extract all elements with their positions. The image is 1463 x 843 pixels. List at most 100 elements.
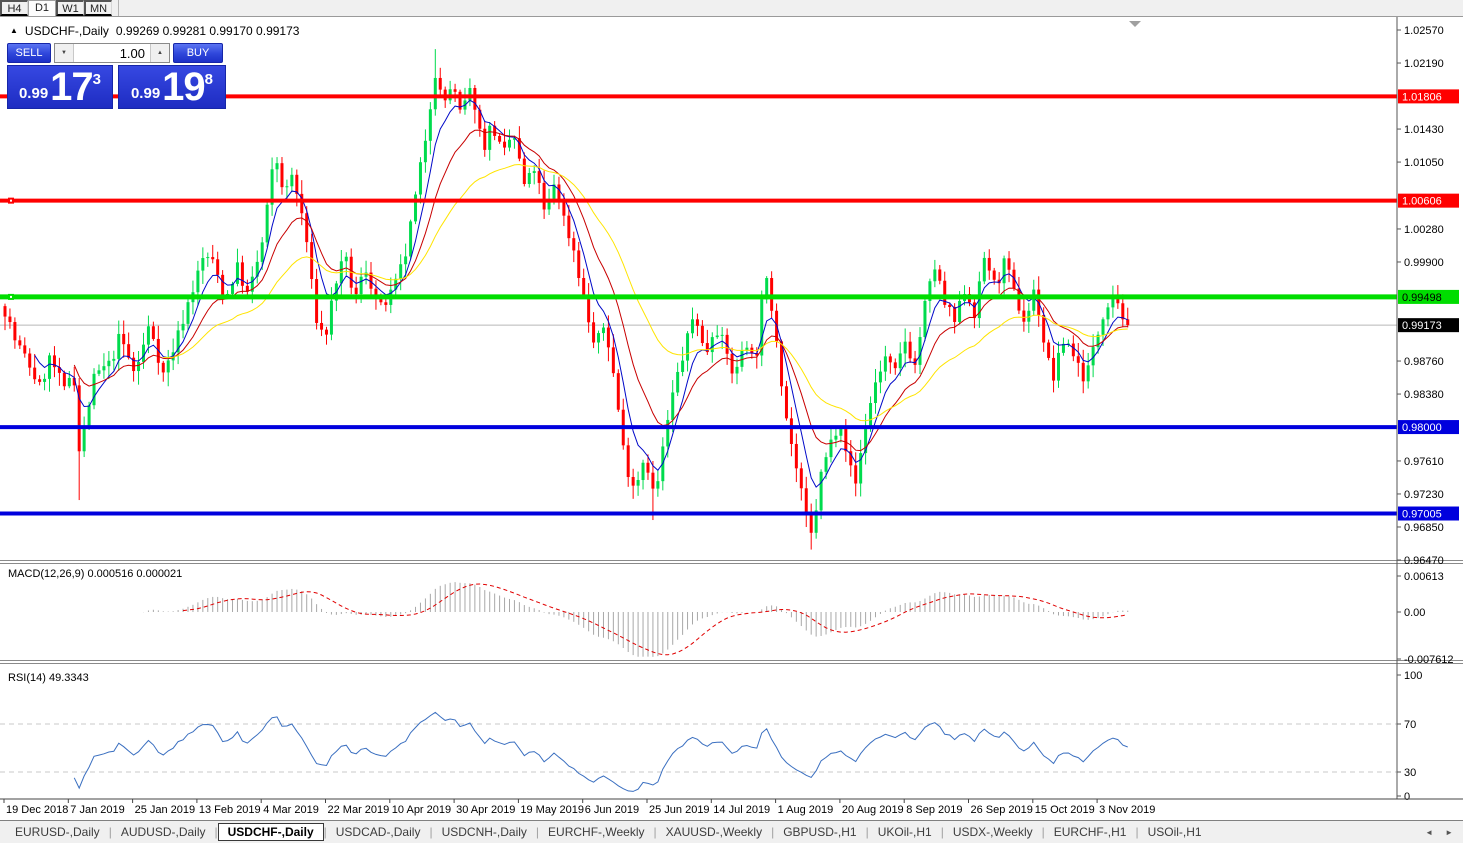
svg-text:0.97610: 0.97610 (1404, 456, 1444, 468)
svg-text:0.98760: 0.98760 (1404, 356, 1444, 368)
svg-text:-0.007612: -0.007612 (1404, 654, 1454, 666)
tab-separator: | (214, 825, 218, 839)
chart-tab-eurchf-h1[interactable]: EURCHF-,H1 (1053, 825, 1127, 839)
svg-text:0.98000: 0.98000 (1402, 422, 1442, 434)
date-axis: 19 Dec 2018 7 Jan 2019 25 Jan 2019 13 Feb 2… (0, 798, 1463, 816)
sell-price-sup: 3 (92, 71, 102, 88)
svg-text:22 Mar 2019: 22 Mar 2019 (328, 804, 390, 816)
pane-separators (0, 560, 1463, 664)
svg-text:RSI(14) 49.3343: RSI(14) 49.3343 (8, 672, 89, 684)
sell-price-big: 17 (50, 65, 93, 109)
timeframe-toolbar: H4 D1 W1 MN (0, 0, 1463, 17)
svg-text:10 Apr 2019: 10 Apr 2019 (392, 804, 451, 816)
svg-text:19 Dec 2018: 19 Dec 2018 (6, 804, 68, 816)
svg-text:6 Jun 2019: 6 Jun 2019 (585, 804, 639, 816)
tab-separator: | (1135, 825, 1139, 839)
svg-text:1.02570: 1.02570 (1404, 25, 1444, 37)
svg-text:0.00: 0.00 (1404, 607, 1425, 619)
tab-separator: | (323, 825, 327, 839)
svg-text:0.96850: 0.96850 (1404, 522, 1444, 534)
chart-tab-eurchf-weekly[interactable]: EURCHF-,Weekly (548, 825, 645, 839)
svg-text:8 Sep 2019: 8 Sep 2019 (906, 804, 962, 816)
svg-text:0.99173: 0.99173 (1402, 320, 1442, 332)
rsi-pane: RSI(14) 49.3343 (0, 672, 1397, 792)
svg-text:0.96470: 0.96470 (1404, 555, 1444, 567)
svg-text:0.98380: 0.98380 (1404, 389, 1444, 401)
chart-title-bar: ▲ USDCHF-,Daily 0.99269 0.99281 0.99170 … (10, 24, 299, 38)
chart-tab-usdx-weekly[interactable]: USDX-,Weekly (952, 825, 1033, 839)
chart-window: MACD(12,26,9) 0.000516 0.000021 RSI(14) 4… (0, 17, 1463, 821)
svg-text:1.02190: 1.02190 (1404, 58, 1444, 70)
svg-text:3 Nov 2019: 3 Nov 2019 (1099, 804, 1155, 816)
buy-price-big: 19 (162, 65, 205, 109)
volume-decrease-button[interactable]: ▼ (55, 44, 74, 62)
svg-text:25 Jun 2019: 25 Jun 2019 (649, 804, 710, 816)
svg-text:7 Jan 2019: 7 Jan 2019 (70, 804, 124, 816)
svg-text:25 Jan 2019: 25 Jan 2019 (135, 804, 196, 816)
tab-separator: | (1041, 825, 1045, 839)
tab-separator: | (940, 825, 944, 839)
svg-text:15 Oct 2019: 15 Oct 2019 (1035, 804, 1095, 816)
buy-price-sup: 8 (204, 71, 214, 88)
price-axis: 1.02570 1.02190 1.01430 1.01050 1.00280 0.999… (1396, 17, 1459, 803)
chart-tab-eurusd-daily[interactable]: EURUSD-,Daily (15, 825, 100, 839)
buy-button[interactable]: BUY (173, 43, 223, 63)
tab-separator: | (771, 825, 775, 839)
timeframe-h4-button[interactable]: H4 (0, 0, 28, 16)
timeframe-d1-button[interactable]: D1 (28, 0, 56, 16)
svg-text:0.99498: 0.99498 (1402, 292, 1442, 304)
timeframe-w1-button[interactable]: W1 (56, 0, 84, 16)
tabs-scroll-controls: ◄ ► (1425, 828, 1453, 837)
chart-tab-usdchf-daily[interactable]: USDCHF-,Daily (217, 823, 324, 841)
chart-symbol-label: USDCHF-,Daily (24, 24, 109, 38)
svg-text:1.01806: 1.01806 (1402, 91, 1442, 103)
svg-text:30: 30 (1404, 767, 1416, 779)
chart-tab-xauusd-weekly[interactable]: XAUUSD-,Weekly (665, 825, 763, 839)
svg-text:0.97005: 0.97005 (1402, 509, 1442, 521)
tab-separator: | (535, 825, 540, 839)
sell-price-display[interactable]: 0.99 17 3 (7, 65, 113, 109)
chart-tabs-bar: EURUSD-,Daily | AUDUSD-,Daily | USDCHF-,Dail… (0, 821, 1463, 843)
chart-tab-usdcnh-daily[interactable]: USDCNH-,Daily (441, 825, 527, 839)
sell-button[interactable]: SELL (7, 43, 51, 63)
svg-text:0.99900: 0.99900 (1404, 257, 1444, 269)
svg-text:0.97230: 0.97230 (1404, 489, 1444, 501)
svg-text:0: 0 (1404, 791, 1410, 803)
chart-tab-gbpusd-h1[interactable]: GBPUSD-,H1 (783, 825, 857, 839)
moving-average-14 (73, 129, 1128, 452)
svg-text:MACD(12,26,9) 0.000516 0.00002: MACD(12,26,9) 0.000516 0.000021 (8, 568, 182, 580)
svg-text:20 Aug 2019: 20 Aug 2019 (842, 804, 904, 816)
buy-price-display[interactable]: 0.99 19 8 (118, 65, 226, 109)
timeframe-mn-button[interactable]: MN (84, 0, 112, 16)
moving-average-32 (163, 163, 1128, 422)
svg-text:1.01050: 1.01050 (1404, 157, 1444, 169)
svg-text:30 Apr 2019: 30 Apr 2019 (456, 804, 515, 816)
volume-input[interactable] (74, 44, 150, 62)
chart-tab-usoil-h1[interactable]: USOil-,H1 (1147, 825, 1202, 839)
tab-separator: | (653, 825, 657, 839)
svg-text:13 Feb 2019: 13 Feb 2019 (199, 804, 261, 816)
svg-text:0.00613: 0.00613 (1404, 571, 1444, 583)
chart-tab-usdcad-daily[interactable]: USDCAD-,Daily (335, 825, 421, 839)
macd-pane: MACD(12,26,9) 0.000516 0.000021 (8, 568, 1129, 657)
tabs-scroll-right-button[interactable]: ► (1445, 827, 1453, 837)
volume-increase-button[interactable]: ▲ (150, 44, 169, 62)
toolbar-separator (118, 0, 119, 16)
sell-price-prefix: 0.99 (18, 84, 49, 102)
chart-ohlc-values: 0.99269 0.99281 0.99170 0.99173 (115, 24, 300, 38)
svg-text:26 Sep 2019: 26 Sep 2019 (971, 804, 1033, 816)
tab-separator: | (108, 825, 112, 839)
svg-text:1.00280: 1.00280 (1404, 224, 1444, 236)
tabs-scroll-left-button[interactable]: ◄ (1425, 827, 1434, 837)
chart-tab-audusd-daily[interactable]: AUDUSD-,Daily (120, 825, 206, 839)
chart-tab-ukoil-h1[interactable]: UKOil-,H1 (877, 825, 932, 839)
tab-separator: | (429, 825, 433, 839)
moving-average-6 (34, 99, 1128, 488)
svg-text:70: 70 (1404, 719, 1416, 731)
level-lines (0, 94, 1397, 516)
price-chart[interactable]: MACD(12,26,9) 0.000516 0.000021 RSI(14) 4… (0, 17, 1463, 821)
collapse-trade-panel-icon[interactable]: ▲ (10, 26, 18, 35)
svg-text:14 Jul 2019: 14 Jul 2019 (713, 804, 770, 816)
buy-price-prefix: 0.99 (130, 84, 161, 102)
